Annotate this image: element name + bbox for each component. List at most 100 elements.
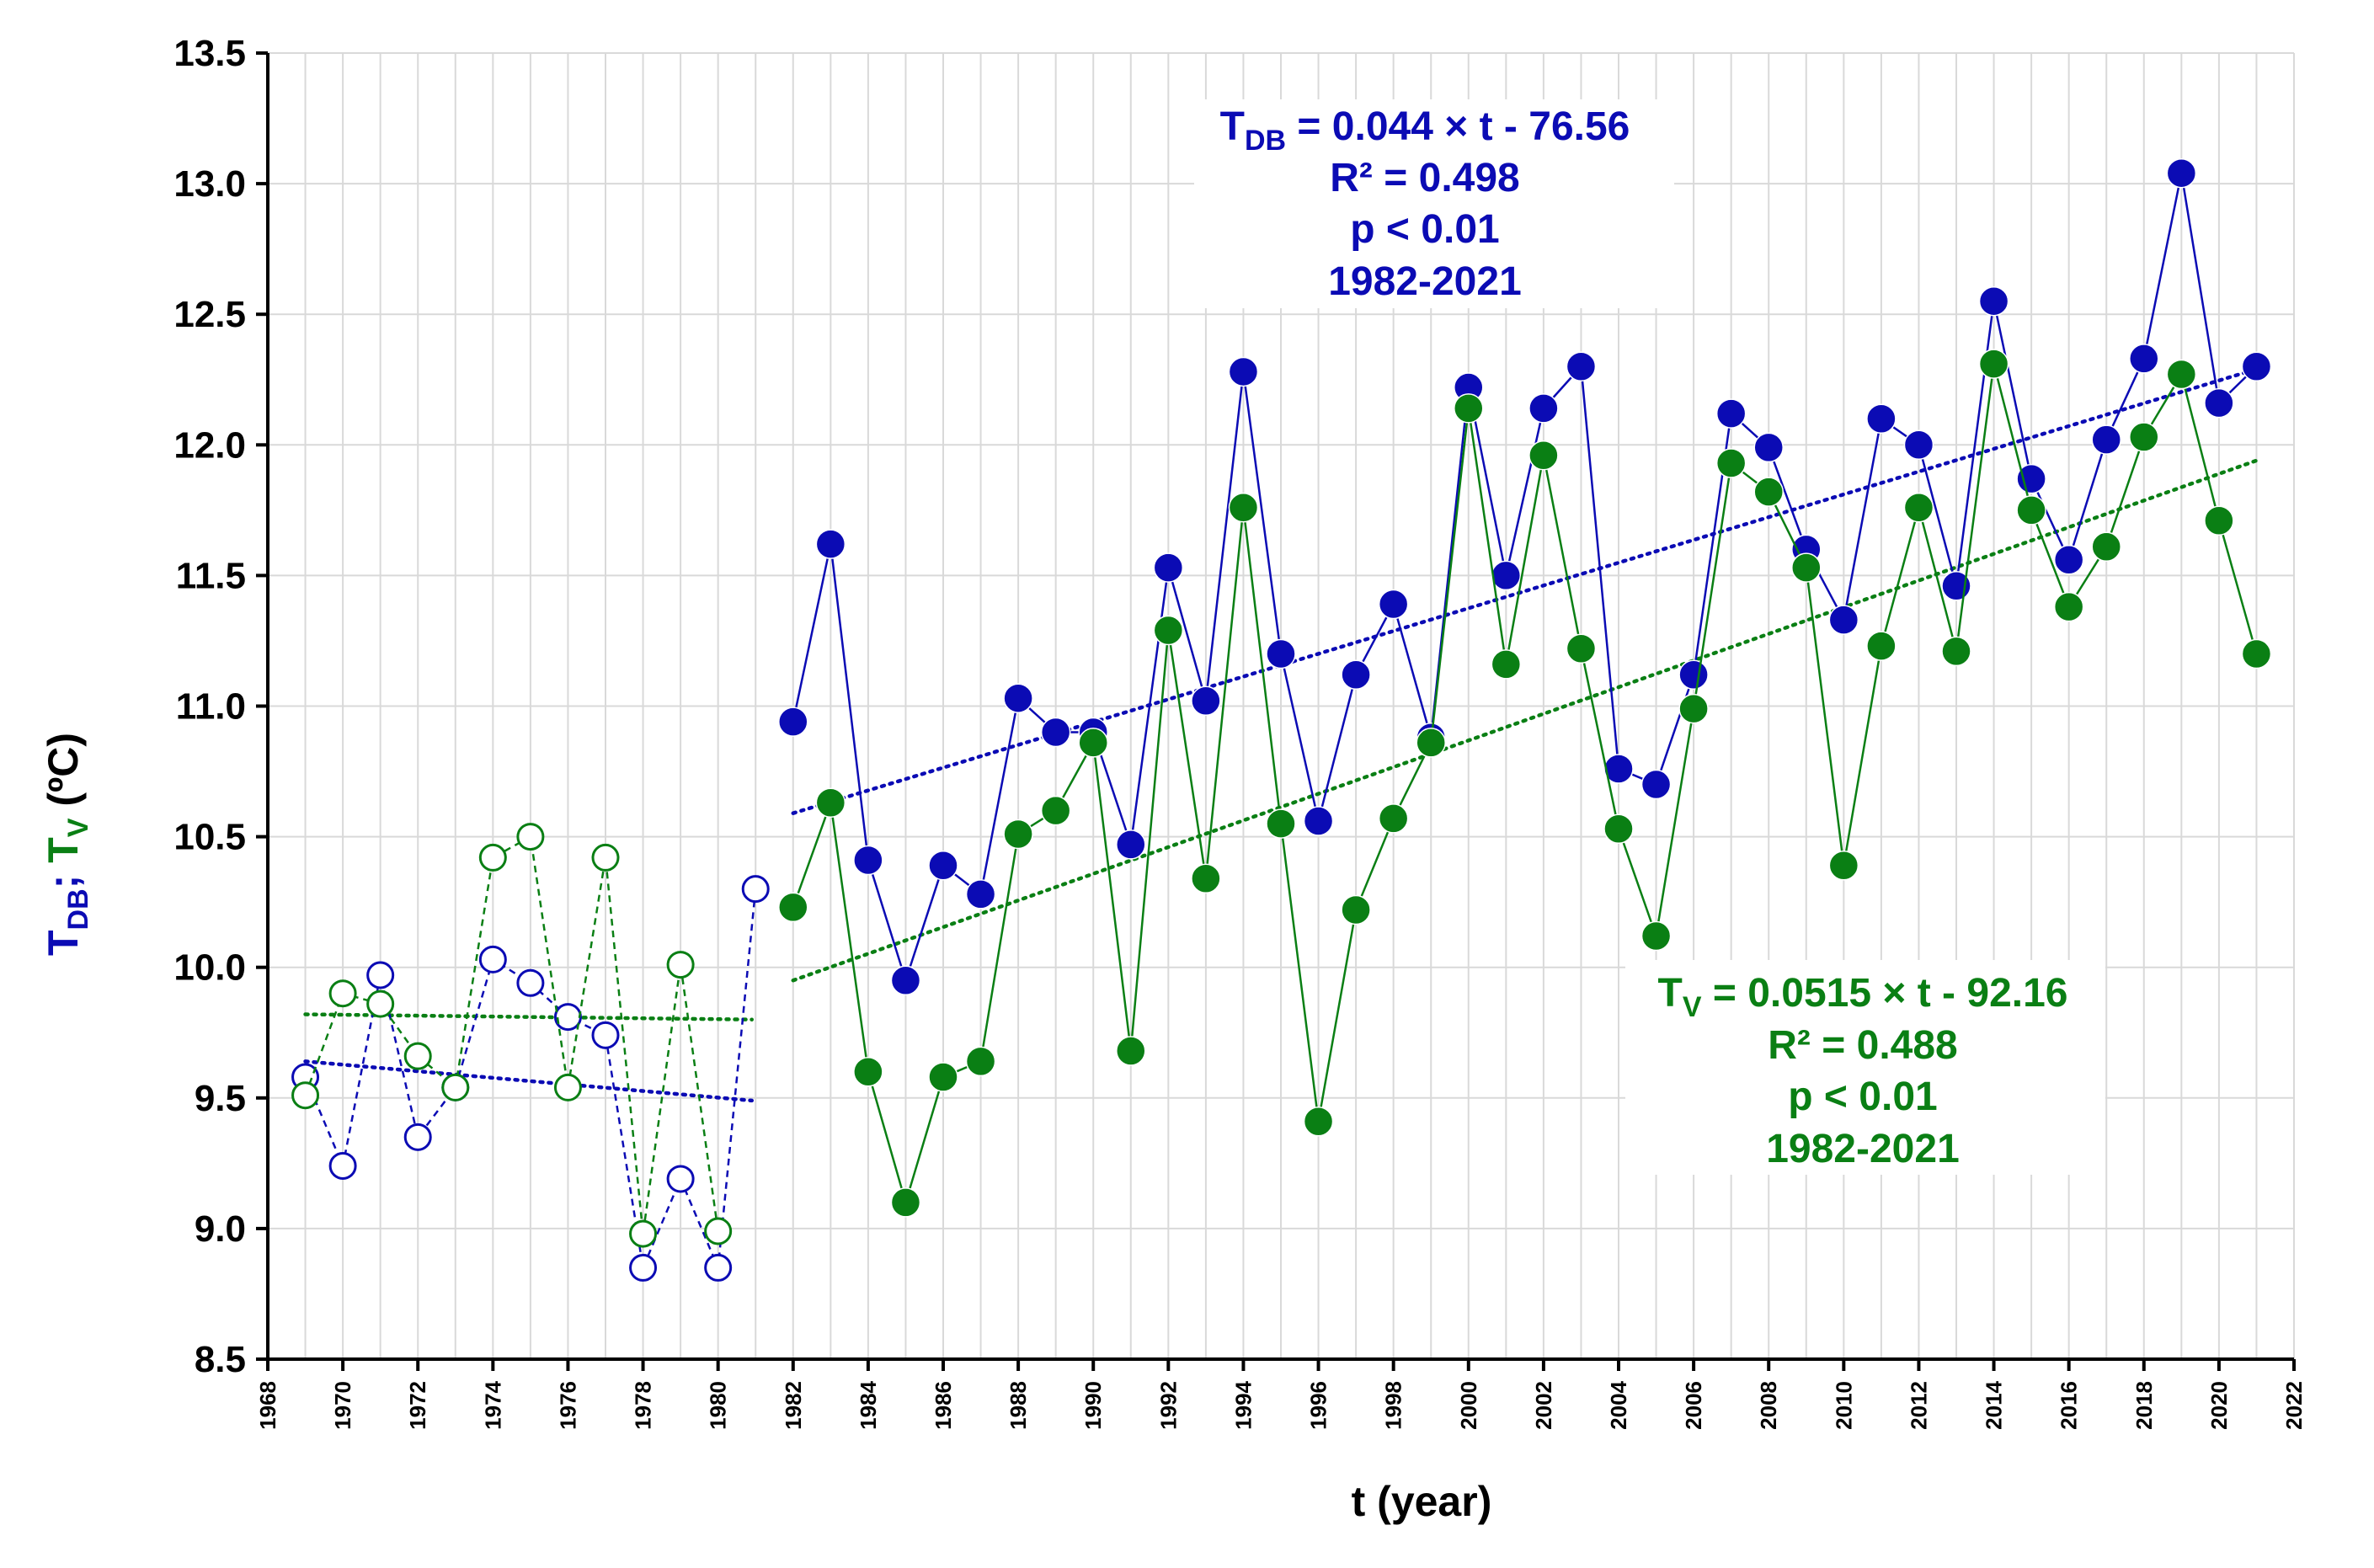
data-point [1491,649,1522,680]
data-point [853,1057,883,1087]
tv-period: 1982-2021 [1766,1127,1960,1171]
data-point [1528,393,1559,424]
x-tick-label: 2010 [1831,1381,1856,1430]
data-point [1640,769,1672,800]
data-point [629,1253,658,1282]
data-point [1528,440,1559,471]
data-point [1753,432,1784,463]
data-point [1603,754,1634,784]
data-point [1828,605,1859,635]
data-point [441,1073,470,1101]
data-point [928,1062,958,1092]
y-title-unit: (ºC) [40,733,87,819]
tdb-p-value: p < 0.01 [1350,207,1499,252]
data-point [928,850,958,881]
tdb-equation: TDB = 0.044 × t - 76.56 [1220,104,1630,157]
data-point [366,961,395,989]
x-tick-label: 1968 [255,1381,280,1430]
data-point [1266,638,1296,669]
tdb-annotation-box [1194,99,1674,308]
data-point [1491,560,1522,591]
y-title-tv: T [40,837,87,863]
data-point [328,1151,357,1180]
y-tick-label: 10.0 [173,947,246,989]
data-point [1341,659,1371,691]
data-point [1266,808,1296,839]
axes [256,51,2296,1371]
x-tick-label: 1988 [1006,1381,1031,1430]
x-tick-label: 1972 [405,1381,430,1430]
data-point [1454,393,1484,424]
data-point [1903,429,1934,461]
data-point [815,529,846,559]
data-point [516,968,545,997]
data-point [478,945,507,973]
data-point [2053,545,2084,575]
x-tick-label: 1976 [555,1381,580,1430]
data-point [1978,285,2009,317]
y-title-tdb: T [40,930,87,956]
x-tick-label: 2000 [1456,1381,1481,1430]
data-point [1378,803,1409,834]
data-point [1078,728,1108,758]
y-title-tv-sub: V [62,818,94,837]
data-point [1341,894,1371,925]
x-tick-label: 1992 [1155,1381,1181,1430]
data-point [1228,356,1259,387]
x-tick-label: 2020 [2206,1381,2232,1430]
x-tick-label: 2006 [1681,1381,1706,1430]
data-point [403,1042,432,1070]
data-point [1153,615,1184,646]
tv-equation: TV = 0.0515 × t - 92.16 [1658,971,2068,1023]
data-point [2091,531,2121,563]
data-point [1566,633,1597,664]
data-point [1003,683,1033,713]
tv-eq-t: T [1658,971,1683,1016]
data-point [2166,359,2197,390]
data-point [965,879,996,909]
y-tick-label: 11.5 [176,555,246,596]
y-title-sep: ; [40,863,87,889]
data-point [965,1046,996,1077]
tdb-eq-t: T [1220,104,1245,149]
data-point [1116,829,1146,860]
data-point [328,979,357,1008]
data-point [629,1219,658,1248]
data-point [403,1123,432,1151]
data-point [2204,387,2234,419]
trend-line [303,1059,755,1103]
tv-p-value: p < 0.01 [1788,1075,1937,1119]
y-tick-label: 13.5 [173,33,246,74]
y-tick-label: 12.5 [173,294,246,335]
data-point [890,1187,921,1218]
x-tick-label: 2008 [1756,1381,1781,1430]
data-point [1866,403,1897,435]
data-point [1978,349,2009,379]
x-tick-label: 1994 [1230,1380,1256,1429]
data-series [291,157,2272,1282]
tdb-r2: R² = 0.498 [1330,156,1519,200]
data-point [516,823,545,851]
data-point [553,1003,582,1032]
data-point [1941,636,1971,667]
tv-eq-rest: = 0.0515 × t - 92.16 [1702,971,2068,1016]
tv-eq-sub: V [1683,991,1702,1023]
tv-r2: R² = 0.488 [1768,1023,1957,1068]
data-point [1040,795,1071,826]
data-point [741,875,770,904]
data-point [2129,344,2159,374]
data-point [2129,422,2159,452]
x-tick-label: 1998 [1381,1381,1406,1430]
data-point [1828,850,1859,881]
data-point [1416,728,1446,758]
y-tick-label: 13.0 [173,163,246,205]
y-tick-label: 11.0 [176,686,246,728]
data-point [1678,693,1709,724]
data-point [1640,920,1672,952]
tv-annotation-box [1625,960,2105,1175]
data-point [2166,157,2197,189]
tv-annotation: TV = 0.0515 × t - 92.16 R² = 0.488 p < 0… [1625,960,2105,1175]
data-point [1040,717,1071,748]
x-tick-label: 2004 [1606,1380,1631,1429]
